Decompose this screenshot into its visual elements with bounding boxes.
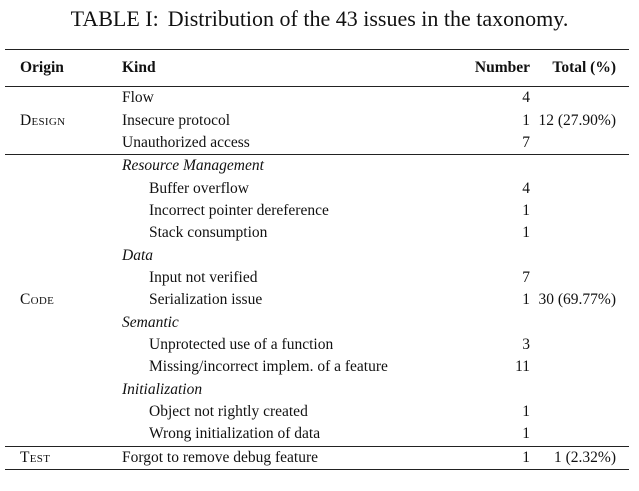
total-design: 12 (27.90%) [538, 111, 617, 129]
number-cell: 4 [522, 179, 530, 197]
table-row: Unauthorized access 7 [5, 132, 629, 155]
kind-cell: Incorrect pointer dereference [149, 201, 329, 219]
number-cell: 7 [522, 268, 530, 286]
category-label: Data [122, 246, 153, 264]
number-cell: 7 [522, 133, 530, 151]
kind-cell: Object not rightly created [149, 402, 308, 420]
kind-cell: Wrong initialization of data [149, 425, 321, 443]
kind-cell: Unprotected use of a function [149, 335, 334, 353]
kind-cell: Buffer overflow [149, 179, 250, 197]
header-row: Origin Kind Number Total (%) [5, 49, 629, 87]
origin-code: Code [5, 154, 122, 446]
origin-design: Design [20, 111, 66, 129]
kind-cell: Missing/incorrect implem. of a feature [149, 358, 388, 376]
number-cell: 1 [522, 425, 530, 443]
total-test: 1 (2.32%) [530, 445, 629, 470]
table-row: Missing/incorrect implem. of a feature 1… [5, 356, 629, 378]
table-row: Stack consumption 1 [5, 222, 629, 244]
kind-cell: Flow [122, 89, 154, 107]
kind-cell: Insecure protocol [122, 111, 231, 129]
header-kind: Kind [122, 49, 432, 87]
table-row: Unprotected use of a function 3 [5, 334, 629, 356]
number-cell [432, 154, 530, 178]
category-label: Resource Management [122, 154, 432, 178]
kind-cell: Unauthorized access [122, 133, 250, 151]
table-row: Design Flow 4 12 (27.90%) [5, 87, 629, 128]
number-cell: 1 [522, 201, 530, 219]
kind-cell: Stack consumption [149, 224, 268, 242]
table-caption: TABLE I: Distribution of the 43 issues in… [0, 6, 639, 32]
number-cell: 3 [522, 335, 530, 353]
table-row: Serialization issue 1 [5, 289, 629, 311]
number-cell [432, 244, 530, 266]
origin-test: Test [5, 445, 122, 470]
number-cell: 1 [522, 291, 530, 309]
header-total: Total (%) [530, 49, 629, 87]
category-label: Semantic [122, 313, 179, 331]
table-row: Test Forgot to remove debug feature 1 1 … [5, 445, 629, 470]
category-label: Initialization [122, 380, 203, 398]
kind-cell: Forgot to remove debug feature [122, 445, 432, 470]
table-row: Wrong initialization of data 1 [5, 423, 629, 446]
taxonomy-table: Origin Kind Number Total (%) Design Flow… [5, 49, 629, 470]
table-row: Insecure protocol 1 [5, 109, 629, 131]
number-cell: 1 [522, 402, 530, 420]
table-row: Code Resource Management 30 (69.77%) [5, 154, 629, 446]
number-cell: 4 [522, 89, 530, 107]
table-row: Data [5, 244, 629, 266]
header-number: Number [432, 49, 530, 87]
kind-cell: Serialization issue [149, 291, 263, 309]
number-cell: 1 [432, 445, 530, 470]
total-code: 30 (69.77%) [530, 154, 629, 446]
table-row: Object not rightly created 1 [5, 401, 629, 423]
table-row: Incorrect pointer dereference 1 [5, 200, 629, 222]
number-cell: 1 [522, 111, 530, 129]
kind-cell: Input not verified [149, 268, 258, 286]
number-cell [432, 311, 530, 333]
number-cell: 1 [522, 224, 530, 242]
number-cell: 11 [515, 358, 530, 376]
number-cell [432, 378, 530, 400]
table-row: Input not verified 7 [5, 267, 629, 289]
table-row: Semantic [5, 311, 629, 333]
header-origin: Origin [5, 49, 122, 87]
table-row: Buffer overflow 4 [5, 177, 629, 199]
table-row: Initialization [5, 378, 629, 400]
table-caption-label: TABLE I: [70, 6, 159, 31]
table-caption-text: Distribution of the 43 issues in the tax… [167, 6, 569, 31]
